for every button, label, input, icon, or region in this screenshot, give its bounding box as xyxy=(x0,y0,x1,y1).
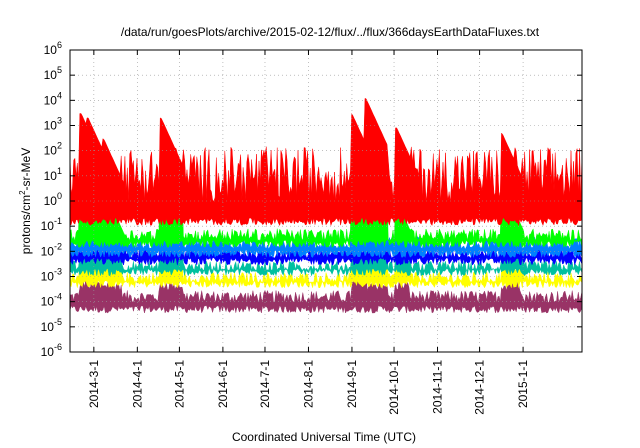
x-axis: 2014-3-1 2014-4-1 2014-5-1 2014-6-1 2014-7-1… xyxy=(87,50,530,415)
y-tick-label: 104 xyxy=(44,90,62,107)
y-tick-exp: 4 xyxy=(57,90,62,100)
x-tick-label: 2015-1-1 xyxy=(516,360,530,408)
x-axis-label: Coordinated Universal Time (UTC) xyxy=(232,430,416,444)
y-tick-base: 10 xyxy=(44,68,58,82)
x-tick-label: 2014-6-1 xyxy=(216,360,230,408)
y-tick-exp: 5 xyxy=(57,65,62,75)
y-tick-base: 10 xyxy=(44,43,58,57)
y-tick-base: 10 xyxy=(41,295,55,309)
y-tick-label: 106 xyxy=(44,40,62,57)
y-tick-base: 10 xyxy=(41,345,55,359)
y-tick-exp: -2 xyxy=(54,241,62,251)
y-tick-base: 10 xyxy=(44,119,58,133)
y-tick-exp: 3 xyxy=(57,116,62,126)
y-tick-exp: -1 xyxy=(54,216,62,226)
y-tick-label: 10-4 xyxy=(41,292,62,309)
y-tick-base: 10 xyxy=(41,270,55,284)
x-tick-label: 2014-9-1 xyxy=(345,360,359,408)
x-tick-label: 2014-5-1 xyxy=(172,360,186,408)
y-axis-label-rest: -sr-MeV xyxy=(19,148,33,191)
y-tick-label: 10-1 xyxy=(41,216,62,233)
chart-title: /data/run/goesPlots/archive/2015-02-12/f… xyxy=(121,25,540,39)
series-layer xyxy=(69,97,583,314)
y-axis-label: protons/cm2-sr-MeV xyxy=(18,148,33,254)
y-axis-label-sup: 2 xyxy=(18,190,27,195)
y-tick-base: 10 xyxy=(41,320,55,334)
y-tick-base: 10 xyxy=(41,219,55,233)
y-tick-label: 101 xyxy=(44,166,62,183)
y-tick-label: 105 xyxy=(44,65,62,82)
y-tick-exp: 2 xyxy=(57,141,62,151)
y-tick-exp: 6 xyxy=(57,40,62,50)
y-tick-base: 10 xyxy=(41,244,55,258)
y-tick-exp: -5 xyxy=(54,317,62,327)
y-tick-label: 100 xyxy=(44,191,62,208)
series-band xyxy=(69,97,583,227)
y-axis: 10-610-510-410-310-210-11001011021031041… xyxy=(41,40,582,359)
y-tick-exp: 1 xyxy=(57,166,62,176)
x-tick-label: 2014-4-1 xyxy=(130,360,144,408)
x-tick-label: 2014-7-1 xyxy=(258,360,272,408)
y-tick-label: 10-5 xyxy=(41,317,62,334)
x-tick-label: 2014-12-1 xyxy=(473,360,487,415)
y-tick-base: 10 xyxy=(44,93,58,107)
y-tick-exp: 0 xyxy=(57,191,62,201)
y-tick-base: 10 xyxy=(44,194,58,208)
y-tick-label: 10-6 xyxy=(41,342,62,359)
y-tick-label: 102 xyxy=(44,141,62,158)
y-tick-label: 10-2 xyxy=(41,241,62,258)
y-tick-exp: -6 xyxy=(54,342,62,352)
y-tick-label: 103 xyxy=(44,116,62,133)
y-tick-base: 10 xyxy=(44,144,58,158)
x-tick-label: 2014-10-1 xyxy=(387,360,401,415)
x-tick-label: 2014-11-1 xyxy=(431,360,445,414)
y-tick-exp: -3 xyxy=(54,267,62,277)
y-axis-label-base: protons/cm xyxy=(19,195,33,254)
x-tick-label: 2014-8-1 xyxy=(301,360,315,408)
grid-layer xyxy=(70,50,582,352)
y-tick-exp: -4 xyxy=(54,292,62,302)
x-tick-label: 2014-3-1 xyxy=(87,360,101,408)
y-tick-base: 10 xyxy=(44,169,58,183)
y-tick-label: 10-3 xyxy=(41,267,62,284)
